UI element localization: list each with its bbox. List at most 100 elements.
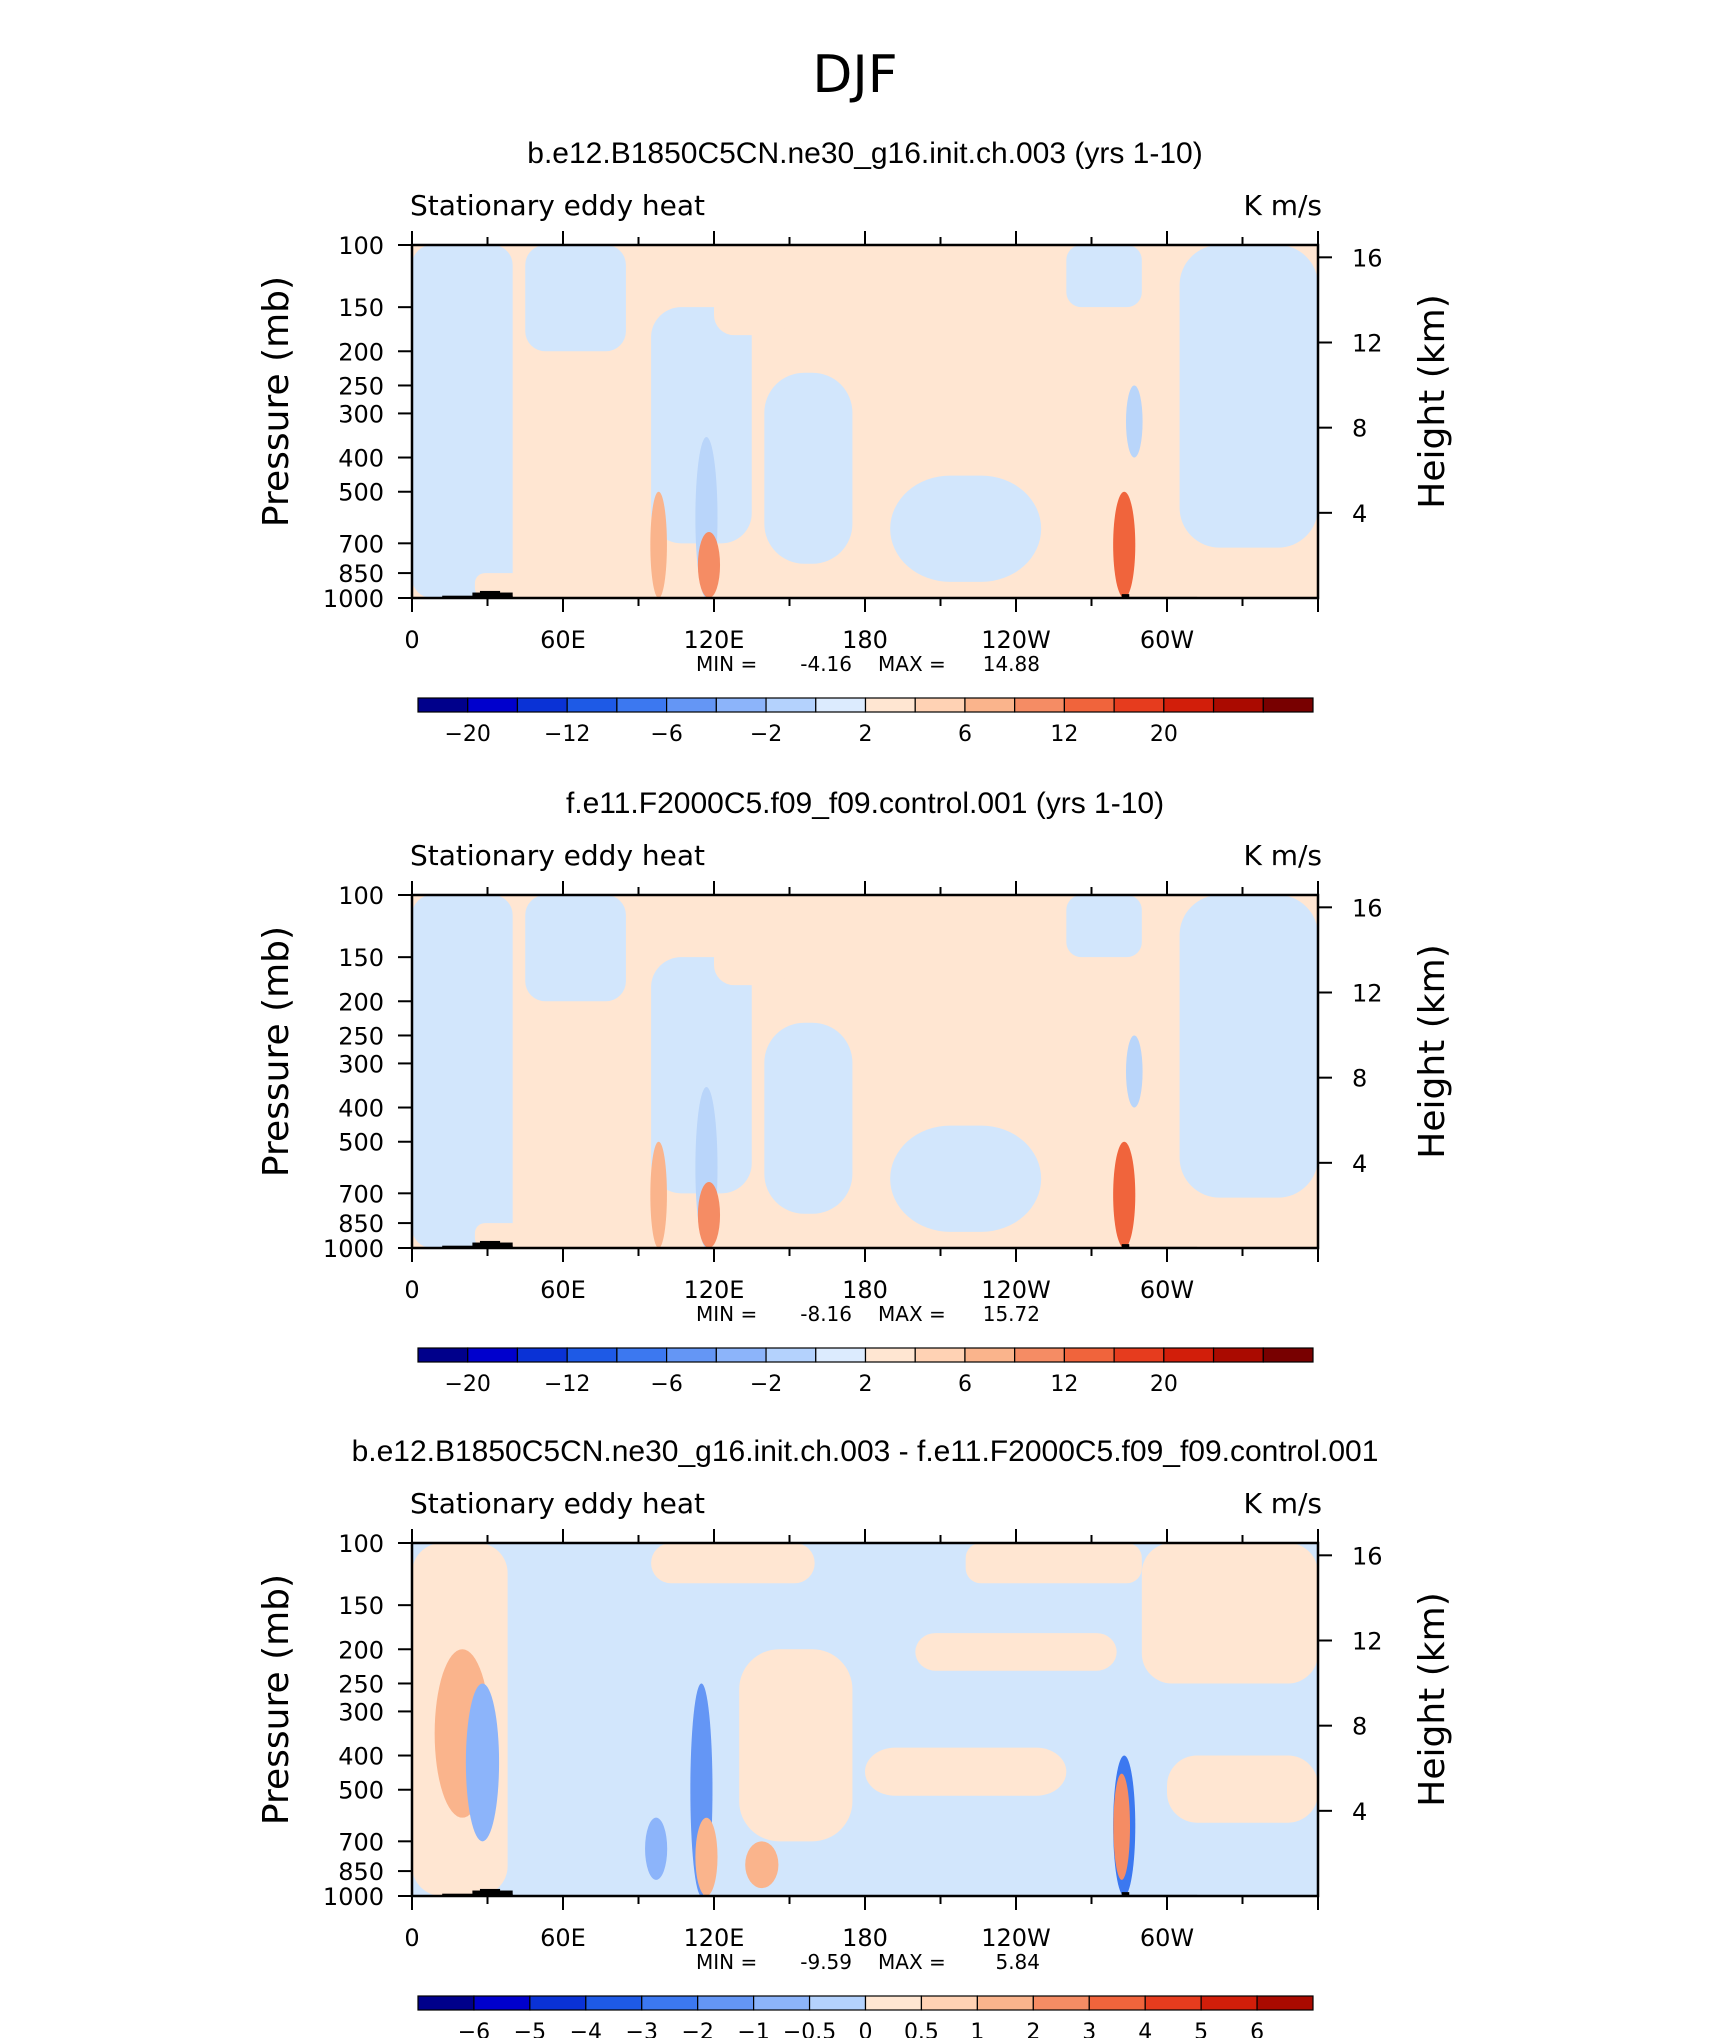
colorbar-label: 12 [1050,722,1078,747]
lon-tick-label: 120W [981,1924,1051,1952]
pressure-tick-label: 1000 [323,1235,384,1263]
contour-region [412,245,513,598]
pressure-tick-label: 400 [338,1095,384,1123]
colorbar-swatch [1163,697,1215,713]
height-tick-label: 12 [1352,979,1383,1007]
colorbar-swatch [920,1995,978,2011]
y-axis-label-left: Pressure (mb) [256,276,297,527]
colorbar-swatch [914,697,966,713]
contour-region [525,895,626,1002]
terrain-block [479,1240,501,1248]
terrain-block [1121,1892,1130,1896]
colorbar-swatch [641,1995,699,2011]
colorbar-label: −5 [514,2020,546,2038]
contour-region [764,372,853,564]
panel-1: b.e12.B1850C5CN.ne30_g16.init.ch.003 (yr… [256,137,1453,747]
pressure-tick-label: 250 [338,372,384,400]
max-label: MAX = [878,1302,946,1326]
units-label: K m/s [1243,1487,1322,1520]
contour-region [890,475,1042,582]
pressure-tick-label: 200 [338,988,384,1016]
pressure-tick-label: 700 [338,530,384,558]
colorbar-swatch [666,697,717,713]
y-axis-label-left: Pressure (mb) [256,926,297,1177]
colorbar-swatch [976,1995,1034,2011]
colorbar-swatch [1113,697,1165,713]
contour-streak [650,491,667,598]
lon-tick-label: 120E [684,1276,745,1304]
colorbar-label: −0.5 [783,2020,836,2038]
colorbar-swatch [566,697,618,713]
colorbar-label: −4 [570,2020,602,2038]
colorbar-swatch [1063,697,1115,713]
pressure-tick-label: 850 [338,1858,384,1886]
colorbar-label: 0.5 [904,2020,939,2038]
colorbar-swatch [697,1995,755,2011]
lon-tick-label: 60W [1140,626,1194,654]
contour-region [764,1022,853,1214]
panel-title: b.e12.B1850C5CN.ne30_g16.init.ch.003 - f… [352,1435,1379,1468]
contour-region [714,895,790,986]
season-title: DJF [812,45,897,105]
height-tick-label: 12 [1352,329,1383,357]
field-label: Stationary eddy heat [410,839,705,872]
panel-title: b.e12.B1850C5CN.ne30_g16.init.ch.003 (yr… [527,137,1202,170]
colorbar-label: 2 [859,722,873,747]
contour-region [865,1747,1067,1796]
lon-tick-label: 180 [842,626,888,654]
lon-tick-label: 60W [1140,1276,1194,1304]
contour-streak [645,1817,668,1880]
colorbar-swatch [666,1347,717,1363]
pressure-tick-label: 400 [338,445,384,473]
contour-region [714,245,790,336]
contour-streak [695,1817,718,1896]
terrain-block [479,1888,501,1896]
colorbar-label: −6 [458,2020,490,2038]
colorbar-label: 20 [1150,1372,1178,1397]
colorbar-swatch [1262,697,1314,713]
contour-region [1066,245,1142,308]
pressure-tick-label: 500 [338,479,384,507]
colorbar-swatch [1032,1995,1090,2011]
colorbar: −20 −12 −6 −2 2 6 12 20 [417,1347,1314,1397]
colorbar-swatch [815,1347,867,1363]
colorbar-swatch [1014,1347,1065,1363]
colorbar-swatch [516,1347,568,1363]
contour-region [651,1543,815,1584]
colorbar-label: 5 [1194,2020,1208,2038]
lon-tick-label: 60W [1140,1924,1194,1952]
contour-field [412,895,1318,1248]
colorbar-swatch [715,697,767,713]
pressure-tick-label: 700 [338,1180,384,1208]
contour-region [915,1633,1117,1671]
colorbar-label: −20 [445,1372,491,1397]
max-value: 5.84 [995,1950,1040,1974]
contour-region [890,1125,1042,1232]
colorbar-label: −3 [626,2020,658,2038]
colorbar-label: 3 [1082,2020,1096,2038]
max-value: 15.72 [983,1302,1040,1326]
pressure-tick-label: 100 [338,882,384,910]
contour-streak [1125,1035,1143,1108]
pressure-tick-label: 200 [338,1636,384,1664]
colorbar-swatch [808,1995,867,2011]
contour-streak [1113,491,1136,598]
colorbar-label: 1 [970,2020,984,2038]
contour-streak [697,531,721,598]
y-axis-label-right: Height (km) [1412,294,1453,508]
colorbar-label: −2 [681,2020,713,2038]
pressure-tick-label: 500 [338,1129,384,1157]
pressure-tick-label: 300 [338,1050,384,1078]
colorbar-swatch [1163,1347,1215,1363]
colorbar-label: 6 [958,1372,972,1397]
contour-field [412,1543,1318,1896]
colorbar-swatch [417,1347,469,1363]
lon-tick-label: 60E [540,1924,586,1952]
field-label: Stationary eddy heat [410,1487,705,1520]
terrain-block [1121,1244,1130,1248]
y-axis-label-right: Height (km) [1412,1592,1453,1806]
terrain-block [1121,594,1130,598]
min-label: MIN = [696,1950,757,1974]
colorbar-label: 6 [1250,2020,1264,2038]
